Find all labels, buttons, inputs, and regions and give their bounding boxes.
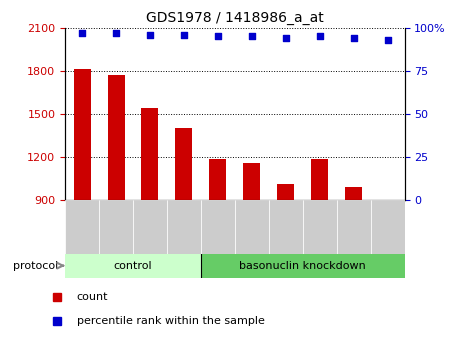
Bar	[201, 254, 405, 278]
Point	[112, 30, 120, 36]
Point	[78, 30, 86, 36]
Point	[384, 37, 391, 42]
Point	[180, 32, 187, 37]
Bar	[65, 254, 201, 278]
Point	[282, 35, 289, 41]
Text: protocol: protocol	[13, 261, 58, 270]
Text: control: control	[113, 261, 153, 270]
Point	[350, 35, 357, 41]
Bar	[201, 200, 235, 254]
Bar	[141, 108, 159, 200]
Bar	[345, 187, 362, 200]
Bar	[167, 200, 201, 254]
Point	[146, 32, 153, 37]
Bar	[269, 200, 303, 254]
Bar	[303, 200, 337, 254]
Point	[316, 33, 324, 39]
Point	[214, 33, 221, 39]
Bar	[99, 200, 133, 254]
Bar	[371, 200, 405, 254]
Bar	[243, 164, 260, 200]
Bar	[175, 128, 193, 200]
Text: basonuclin knockdown: basonuclin knockdown	[239, 261, 366, 270]
Bar	[73, 69, 91, 200]
Bar	[235, 200, 269, 254]
Bar	[133, 200, 167, 254]
Point	[248, 33, 255, 39]
Bar	[337, 200, 371, 254]
Text: count: count	[77, 292, 108, 302]
Title: GDS1978 / 1418986_a_at: GDS1978 / 1418986_a_at	[146, 11, 324, 25]
Bar	[65, 200, 99, 254]
Bar	[311, 159, 328, 200]
Bar	[209, 159, 226, 200]
Bar	[107, 75, 125, 200]
Bar	[277, 184, 294, 200]
Text: percentile rank within the sample: percentile rank within the sample	[77, 316, 265, 326]
